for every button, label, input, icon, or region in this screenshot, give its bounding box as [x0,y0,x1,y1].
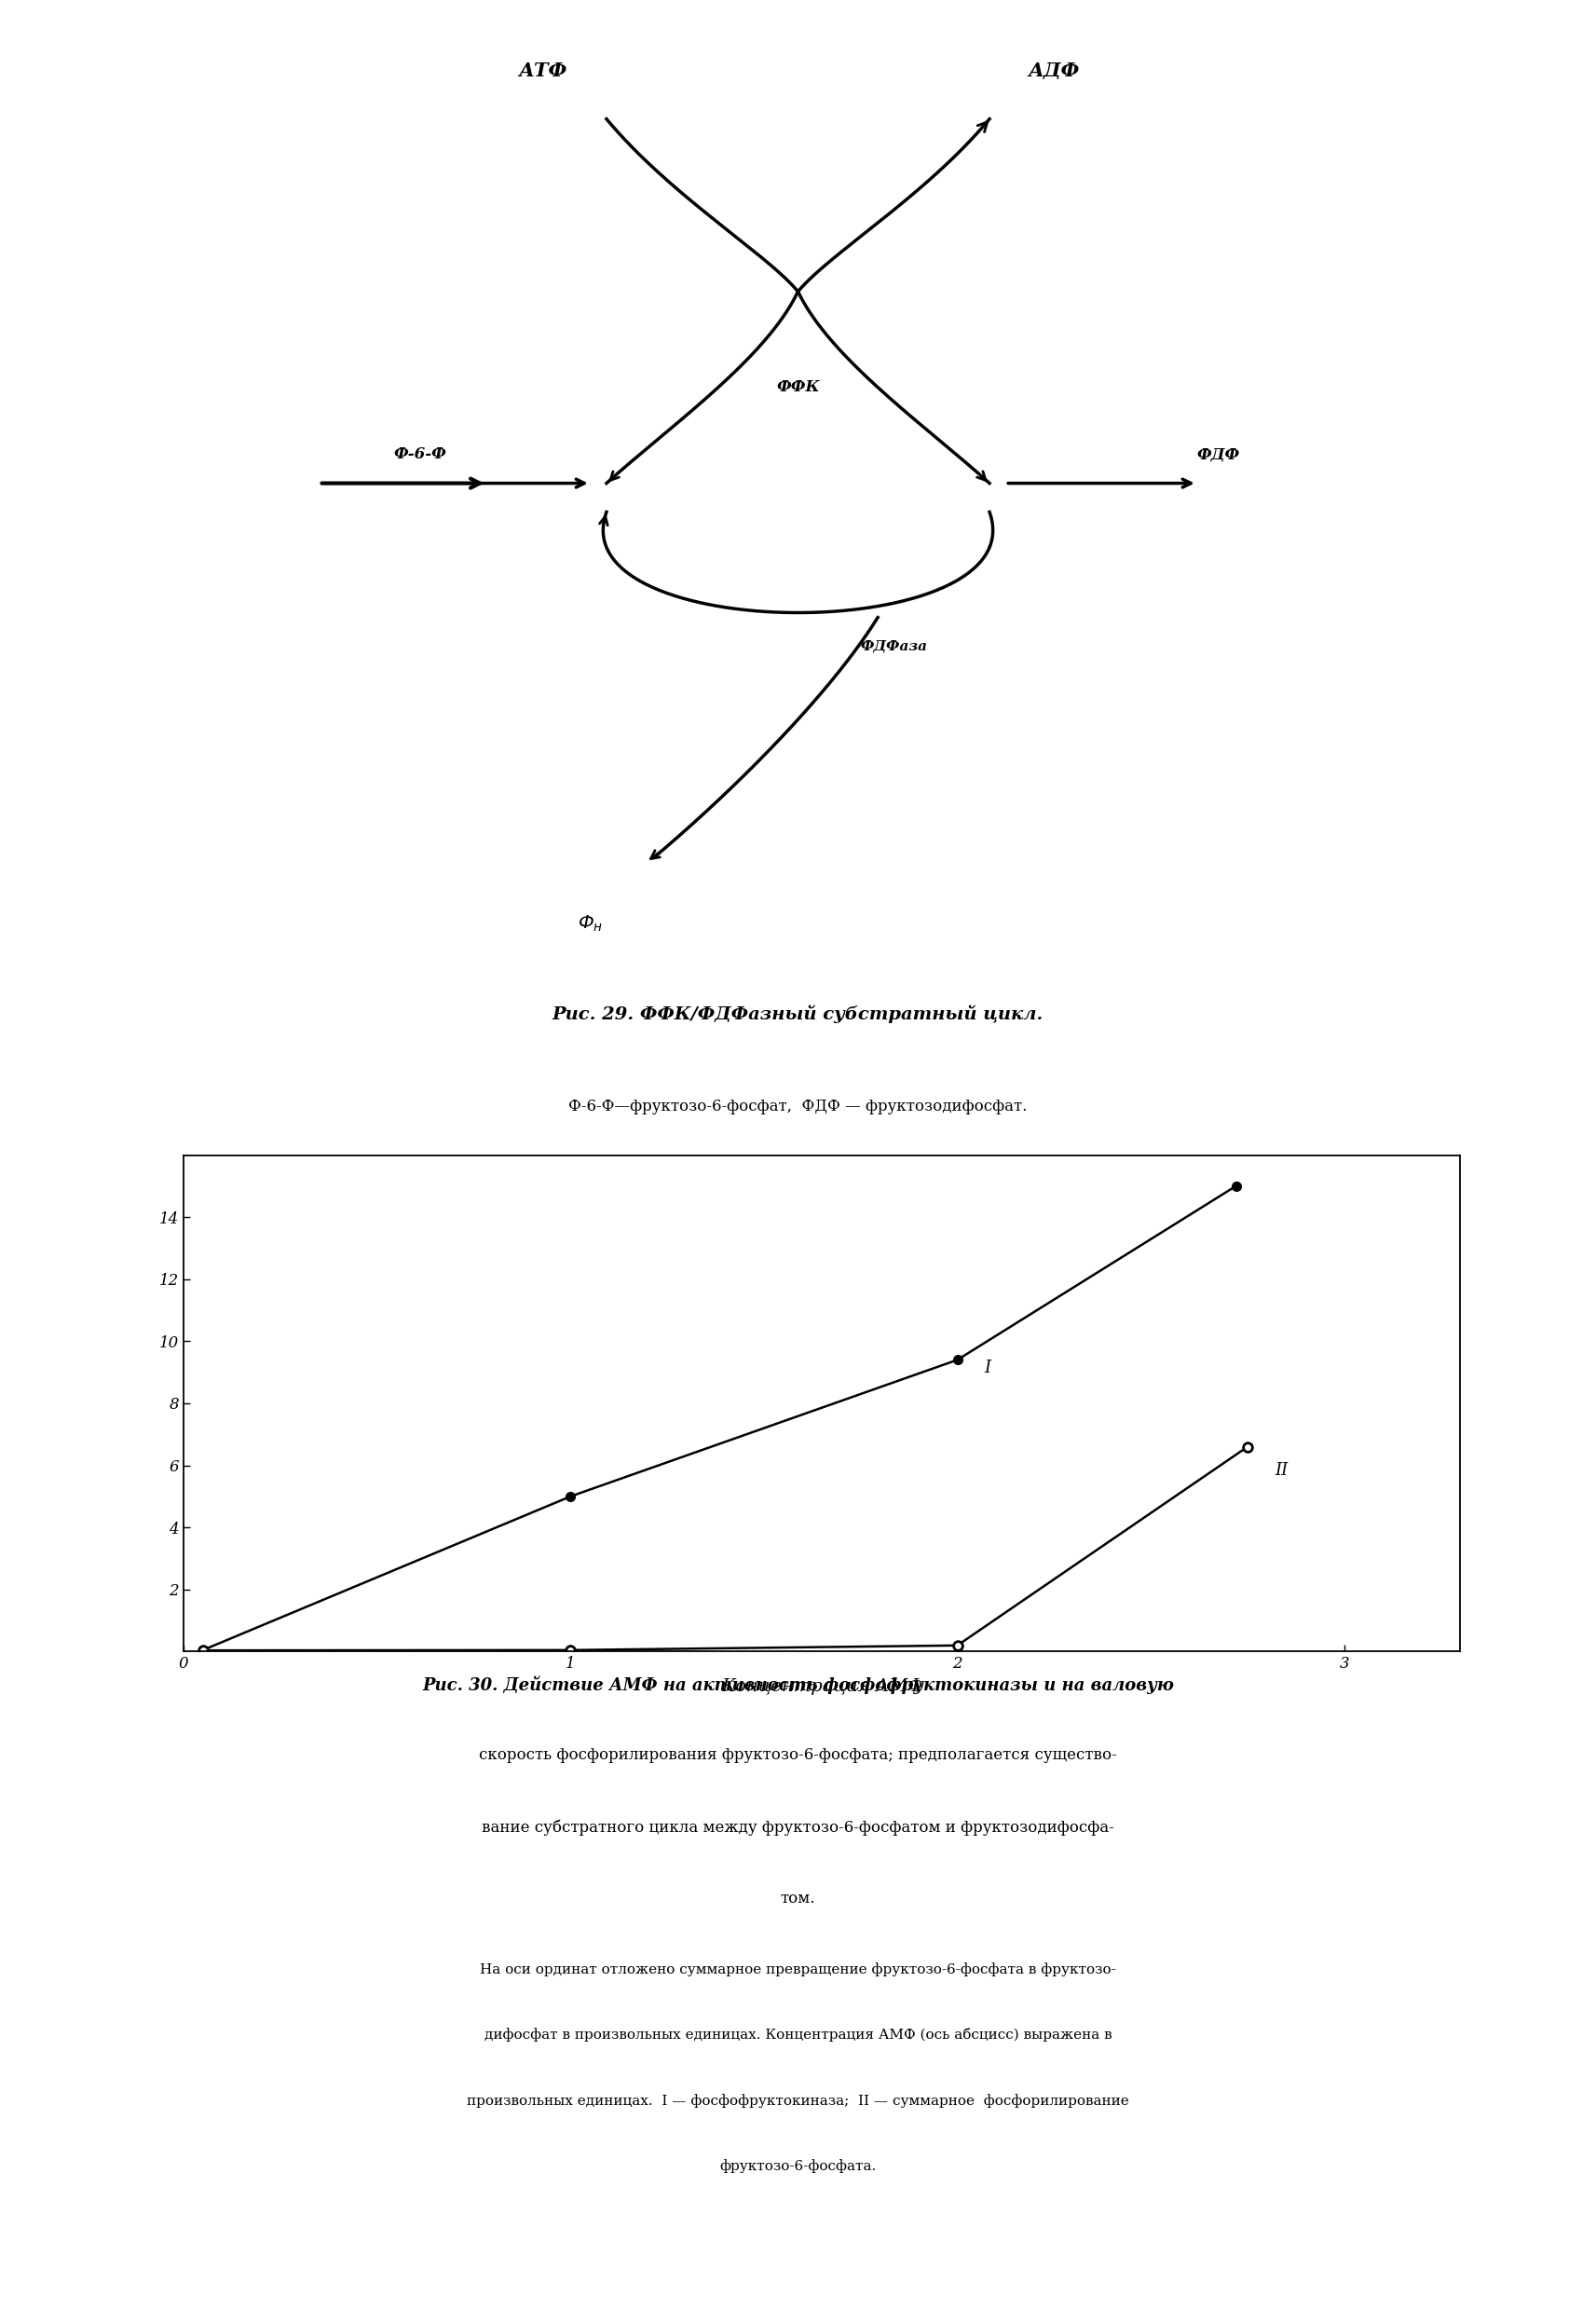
Text: ФДФаза: ФДФаза [860,640,927,654]
Text: II: II [1275,1462,1288,1478]
Text: На оси ординат отложено суммарное превращение фруктозо-6-фосфата в фруктозо-: На оси ординат отложено суммарное превра… [480,1964,1116,1977]
Text: ФФК: ФФК [776,379,820,395]
Text: том.: том. [780,1892,816,1906]
Text: фруктозо-6-фосфата.: фруктозо-6-фосфата. [720,2160,876,2174]
Text: $Ф_н$: $Ф_н$ [578,915,603,933]
Text: I: I [985,1358,991,1377]
X-axis label: Концентрация АМФ: Концентрация АМФ [721,1679,922,1696]
Text: Ф-6-Ф—фруктозо-6-фосфат,  ФДФ — фруктозодифосфат.: Ф-6-Ф—фруктозо-6-фосфат, ФДФ — фруктозод… [568,1100,1028,1116]
Text: дифосфат в произвольных единицах. Концентрация АМФ (ось абсцисс) выражена в: дифосфат в произвольных единицах. Концен… [484,2028,1112,2042]
Text: вание субстратного цикла между фруктозо-6-фосфатом и фруктозодифосфа-: вание субстратного цикла между фруктозо-… [482,1820,1114,1836]
Text: АДФ: АДФ [1028,62,1079,81]
Text: Ф-6-Ф: Ф-6-Ф [394,446,447,462]
Text: произвольных единицах.  I — фосфофруктокиназа;  II — суммарное  фосфорилирование: произвольных единицах. I — фосфофруктоки… [468,2093,1128,2107]
Text: Рис. 29. ФФК/ФДФазный субстратный цикл.: Рис. 29. ФФК/ФДФазный субстратный цикл. [552,1005,1044,1023]
Text: скорость фосфорилирования фруктозо-6-фосфата; предполагается существо-: скорость фосфорилирования фруктозо-6-фос… [479,1746,1117,1763]
Text: ФДФ: ФДФ [1197,446,1240,462]
Text: АТФ: АТФ [519,62,567,81]
Text: Рис. 30. Действие АМФ на активность фосфофруктокиназы и на валовую: Рис. 30. Действие АМФ на активность фосф… [421,1675,1175,1693]
